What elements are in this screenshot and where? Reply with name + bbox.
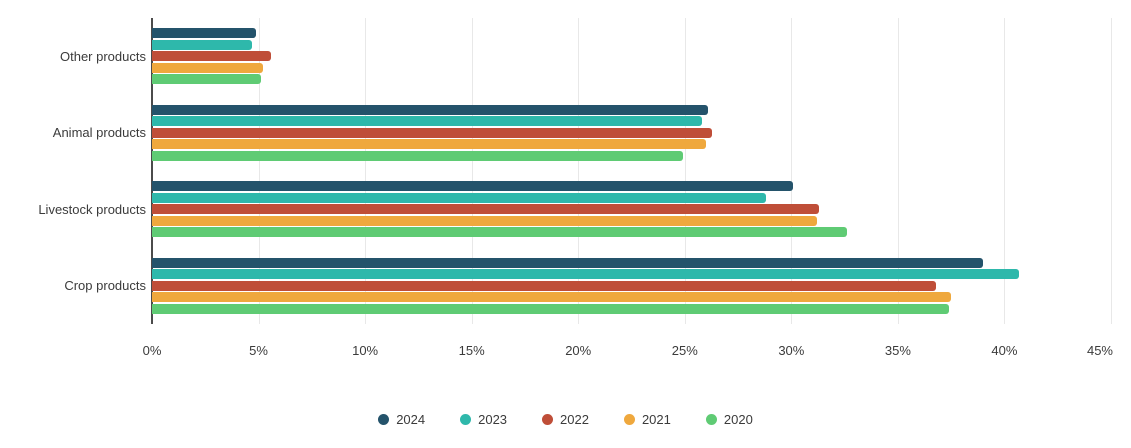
legend-label-2022: 2022 bbox=[560, 412, 589, 427]
legend-dot-icon-2023 bbox=[460, 414, 472, 425]
gridline-15 bbox=[471, 18, 473, 324]
legend-item-2023[interactable]: 2023 bbox=[460, 412, 507, 427]
bar-other-products-2020[interactable] bbox=[152, 74, 261, 85]
gridline-10 bbox=[365, 18, 367, 324]
x-tick-0: 0% bbox=[142, 343, 162, 358]
legend-item-2021[interactable]: 2021 bbox=[623, 412, 671, 427]
bar-other-products-2024[interactable] bbox=[152, 28, 257, 39]
legend-dot-icon-2020 bbox=[705, 414, 717, 425]
x-tick-5: 5% bbox=[249, 343, 268, 358]
bar-group-animal-products bbox=[152, 95, 1111, 172]
bar-livestock-products-2020[interactable] bbox=[152, 227, 847, 238]
bar-livestock-products-2021[interactable] bbox=[152, 215, 817, 226]
bar-livestock-products-2024[interactable] bbox=[152, 181, 794, 192]
x-tick-15: 15% bbox=[458, 343, 485, 358]
bar-crop-products-2023[interactable] bbox=[152, 269, 1020, 280]
gridline-45 bbox=[1111, 18, 1112, 324]
bar-crop-products-2024[interactable] bbox=[152, 257, 984, 268]
legend-label-2020: 2020 bbox=[723, 412, 753, 427]
legend-label-2024: 2024 bbox=[396, 412, 426, 427]
bar-group-other-products bbox=[152, 18, 1111, 95]
gridline-20 bbox=[578, 18, 580, 324]
x-tick-45: 45% bbox=[1086, 343, 1113, 358]
category-label-other-products: Other products bbox=[60, 48, 146, 64]
gridline-30 bbox=[791, 18, 793, 324]
category-label-animal-products: Animal products bbox=[52, 125, 146, 141]
gridline-25 bbox=[684, 18, 686, 324]
legend-dot-icon-2022 bbox=[542, 414, 554, 425]
bar-animal-products-2024[interactable] bbox=[152, 104, 709, 115]
bar-crop-products-2022[interactable] bbox=[152, 280, 937, 291]
legend-dot-icon-2024 bbox=[378, 414, 390, 425]
x-tick-30: 30% bbox=[778, 343, 805, 358]
legend-dot-icon-2021 bbox=[623, 414, 635, 425]
bar-other-products-2021[interactable] bbox=[152, 62, 263, 73]
bar-livestock-products-2022[interactable] bbox=[152, 204, 820, 215]
gridline-40 bbox=[1004, 18, 1006, 324]
x-tick-40: 40% bbox=[991, 343, 1018, 358]
category-label-crop-products: Crop products bbox=[64, 278, 146, 294]
legend-item-2020[interactable]: 2020 bbox=[705, 412, 753, 427]
bar-other-products-2022[interactable] bbox=[152, 51, 272, 62]
legend-item-2022[interactable]: 2022 bbox=[542, 412, 589, 427]
bar-crop-products-2021[interactable] bbox=[152, 292, 952, 303]
y-axis-line bbox=[151, 18, 153, 324]
legend-label-2023: 2023 bbox=[478, 412, 508, 427]
bar-animal-products-2020[interactable] bbox=[152, 150, 683, 161]
x-tick-35: 35% bbox=[884, 343, 911, 358]
bar-animal-products-2021[interactable] bbox=[152, 139, 707, 150]
legend-label-2021: 2021 bbox=[641, 412, 671, 427]
bar-animal-products-2023[interactable] bbox=[152, 116, 702, 127]
bar-crop-products-2020[interactable] bbox=[152, 303, 950, 314]
x-axis-ticks: 0% 5% 10% 15% 20% 25% 30% 35% 40% 45% bbox=[0, 343, 1131, 361]
x-tick-10: 10% bbox=[352, 343, 379, 358]
x-tick-25: 25% bbox=[671, 343, 698, 358]
bar-other-products-2023[interactable] bbox=[152, 39, 253, 50]
bar-group-crop-products bbox=[152, 248, 1111, 325]
bar-livestock-products-2023[interactable] bbox=[152, 192, 766, 203]
x-tick-20: 20% bbox=[565, 343, 592, 358]
bar-group-livestock-products bbox=[152, 171, 1111, 248]
bar-animal-products-2022[interactable] bbox=[152, 127, 713, 138]
plot-area bbox=[151, 18, 1112, 325]
legend: 2024 2023 2022 2021 2020 bbox=[0, 412, 1131, 427]
legend-item-2024[interactable]: 2024 bbox=[378, 412, 425, 427]
gridline-35 bbox=[897, 18, 899, 324]
category-label-livestock-products: Livestock products bbox=[38, 201, 146, 217]
gridline-5 bbox=[258, 18, 260, 324]
